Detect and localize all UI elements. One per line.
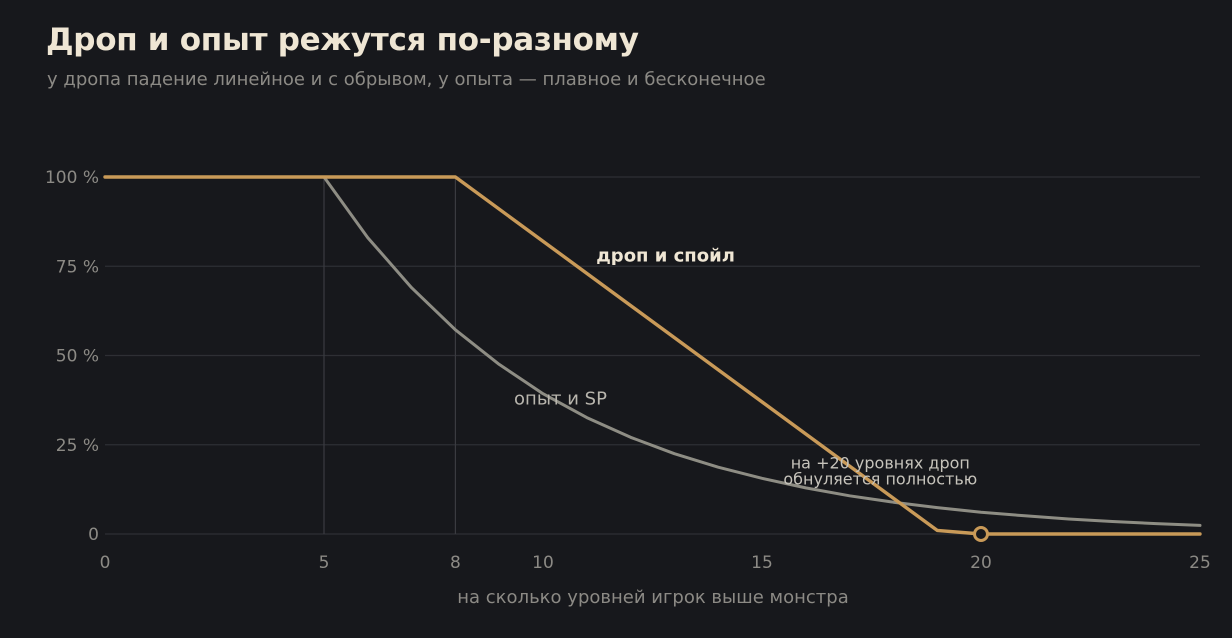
series-label-drop: дроп и спойл (596, 246, 735, 267)
annotation-line-1: на +20 уровнях дроп (791, 454, 970, 473)
series-label-exp: опыт и SP (514, 388, 607, 409)
x-tick-label: 5 (319, 553, 330, 573)
x-tick-label: 15 (751, 553, 773, 573)
y-tick-label: 100 % (45, 168, 99, 188)
chart-subtitle: у дропа падение линейное и с обрывом, у … (47, 69, 766, 90)
zero-point-marker (973, 526, 989, 542)
x-axis-label: на сколько уровней игрок выше монстра (457, 587, 848, 608)
chart-title: Дроп и опыт режутся по-разному (46, 22, 639, 58)
series-layer (103, 175, 1202, 542)
tick-layer: 0 25 % 50 % 75 % 100 % 0 5 8 10 15 20 25 (45, 168, 1211, 573)
y-tick-label: 25 % (56, 436, 99, 456)
x-tick-label: 25 (1189, 553, 1211, 573)
annotation-line-2: обнуляется полностью (783, 470, 977, 489)
vertical-marker-layer (323, 177, 456, 534)
x-tick-label: 20 (970, 553, 992, 573)
x-tick-label: 8 (450, 553, 461, 573)
y-tick-label: 50 % (56, 347, 99, 367)
x-tick-label: 10 (532, 553, 554, 573)
y-tick-label: 75 % (56, 257, 99, 277)
series-line-drop (103, 175, 1202, 536)
grid-layer (105, 176, 1200, 535)
y-tick-label: 0 (88, 525, 99, 545)
series-line-exp (103, 175, 1202, 527)
x-tick-label: 0 (100, 553, 111, 573)
